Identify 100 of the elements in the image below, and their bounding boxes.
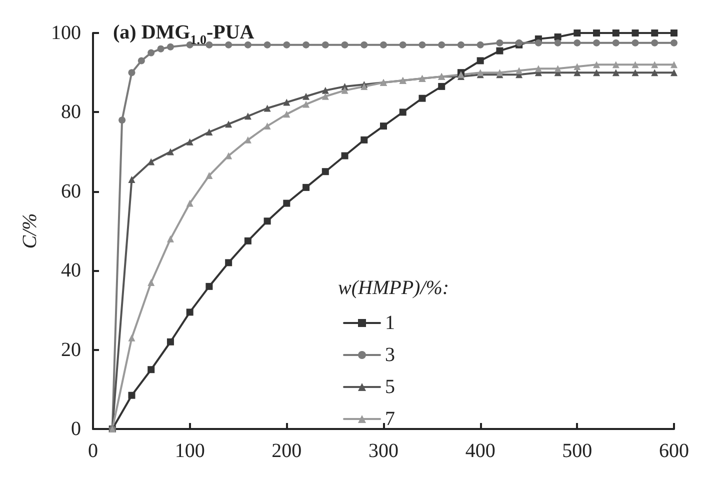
- legend-label: 5: [385, 376, 395, 398]
- point: [341, 41, 348, 48]
- legend-label: 7: [385, 408, 395, 430]
- point: [186, 308, 194, 316]
- y-tick-label: 20: [61, 338, 81, 361]
- point: [476, 41, 484, 48]
- point: [264, 41, 271, 48]
- point: [399, 108, 406, 116]
- point: [670, 30, 678, 36]
- legend-title: w(HMPP)/%:: [338, 277, 450, 299]
- point: [138, 57, 145, 64]
- point: [128, 69, 136, 76]
- point: [157, 45, 164, 52]
- y-tick-label: 40: [61, 260, 81, 282]
- point: [206, 41, 213, 48]
- point: [118, 116, 126, 124]
- point: [148, 158, 155, 166]
- point: [380, 41, 387, 48]
- point: [612, 69, 620, 76]
- point: [593, 69, 600, 76]
- point: [302, 184, 310, 191]
- point: [399, 41, 406, 48]
- point: [438, 41, 446, 48]
- point: [632, 30, 639, 36]
- point: [360, 41, 368, 48]
- point: [283, 98, 290, 106]
- point: [670, 39, 678, 46]
- point: [186, 138, 194, 146]
- point: [166, 43, 174, 50]
- point: [496, 47, 504, 54]
- point: [574, 63, 581, 70]
- y-tick-label: 0: [71, 418, 81, 440]
- x-tick-label: 200: [272, 440, 302, 462]
- point: [612, 30, 620, 36]
- point: [244, 136, 252, 144]
- point: [148, 49, 155, 56]
- point: [574, 39, 581, 46]
- point: [322, 41, 329, 48]
- point: [128, 392, 136, 399]
- point: [554, 39, 562, 46]
- point: [612, 39, 620, 46]
- point: [574, 69, 581, 76]
- point: [612, 61, 620, 68]
- point: [632, 69, 639, 76]
- point: [322, 168, 329, 176]
- point: [438, 82, 446, 90]
- point: [554, 65, 562, 72]
- point: [593, 30, 600, 36]
- point: [574, 30, 581, 36]
- x-tick-label: 300: [368, 440, 398, 462]
- x-tick-label: 100: [174, 440, 205, 462]
- point: [186, 200, 194, 207]
- point: [166, 148, 174, 156]
- point: [148, 366, 155, 374]
- point: [496, 39, 504, 46]
- point: [593, 39, 600, 46]
- point: [302, 100, 310, 108]
- point: [651, 69, 658, 76]
- point: [380, 122, 387, 130]
- point: [651, 30, 658, 36]
- point: [283, 41, 290, 48]
- y-tick-label: 100: [51, 22, 81, 44]
- point: [128, 334, 136, 342]
- point: [534, 39, 542, 46]
- point: [128, 176, 136, 184]
- point: [341, 86, 348, 94]
- point: [206, 282, 213, 290]
- point: [516, 67, 523, 74]
- legend-label: 3: [385, 344, 395, 366]
- point: [148, 278, 155, 286]
- point: [632, 61, 639, 68]
- point: [206, 128, 213, 136]
- point: [418, 41, 426, 48]
- point: [322, 92, 329, 100]
- point: [283, 200, 290, 207]
- point: [651, 39, 658, 46]
- point: [225, 41, 232, 48]
- point: [166, 338, 174, 346]
- x-tick-label: 0: [88, 440, 98, 462]
- point: [670, 69, 678, 76]
- point: [225, 120, 232, 128]
- point: [670, 61, 678, 68]
- point: [283, 110, 290, 118]
- x-tick-label: 500: [562, 440, 592, 462]
- point: [632, 39, 639, 46]
- point: [225, 259, 232, 266]
- point: [360, 136, 368, 144]
- point: [457, 41, 464, 48]
- point: [244, 41, 252, 48]
- point: [225, 152, 232, 160]
- point: [206, 172, 213, 180]
- point: [418, 94, 426, 102]
- point: [341, 152, 348, 160]
- point: [166, 235, 174, 242]
- point: [264, 104, 271, 112]
- point: [264, 122, 271, 130]
- point: [244, 112, 252, 120]
- y-axis-title: C/%: [19, 213, 42, 249]
- point: [593, 61, 600, 68]
- point: [554, 33, 562, 40]
